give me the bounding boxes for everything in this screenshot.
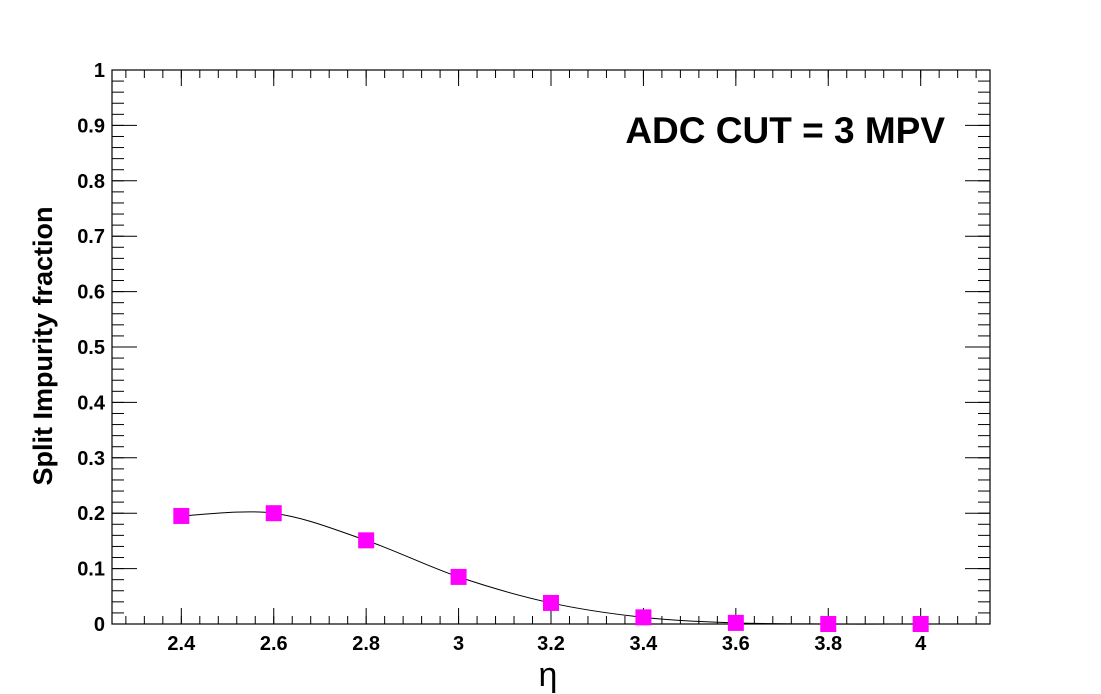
x-axis-label: η: [539, 656, 558, 694]
y-tick-label: 0.4: [77, 392, 106, 414]
y-tick-label: 0.6: [77, 282, 105, 304]
x-tick-label: 3: [453, 633, 464, 655]
data-point: [727, 614, 744, 631]
series-markers: [173, 505, 929, 632]
y-tick-label: 0.3: [77, 448, 105, 470]
data-point: [820, 616, 837, 632]
y-tick-label: 0.8: [77, 171, 105, 193]
data-point: [543, 594, 559, 611]
x-tick-label: 2.6: [260, 633, 288, 655]
x-tick-label: 3.6: [722, 633, 750, 655]
data-point: [358, 532, 375, 549]
x-tick-label: 4: [915, 633, 927, 655]
y-tick-label: 0.5: [77, 337, 105, 359]
y-tick-label: 0: [94, 614, 105, 636]
data-point: [173, 507, 190, 524]
chart-annotation: ADC CUT = 3 MPV: [625, 110, 945, 151]
data-point: [912, 616, 929, 632]
x-tick-label: 2.8: [352, 633, 380, 655]
x-tick-label: 3.4: [630, 633, 659, 655]
x-tick-label: 3.8: [814, 633, 842, 655]
y-tick-label: 0.7: [77, 226, 105, 248]
x-tick-label: 3.2: [537, 633, 565, 655]
y-tick-label: 0.2: [77, 503, 105, 525]
y-tick-label: 0.9: [77, 115, 105, 137]
plot-frame: [111, 69, 991, 625]
axis-ticks: [112, 69, 990, 625]
y-axis-label: Split Impurity fraction: [28, 206, 58, 485]
data-point: [635, 609, 652, 626]
y-tick-label: 0.1: [77, 559, 105, 581]
data-point: [265, 505, 282, 522]
data-point: [450, 568, 467, 585]
y-tick-label: 1: [94, 60, 105, 82]
x-tick-label: 2.4: [167, 633, 196, 655]
tick-labels: 2.4 2.6 2.8 3 3.2 3.4 3.6 3.8 4 0 0.1 0.2 0.3 0.4 0.5 0…: [77, 60, 927, 655]
